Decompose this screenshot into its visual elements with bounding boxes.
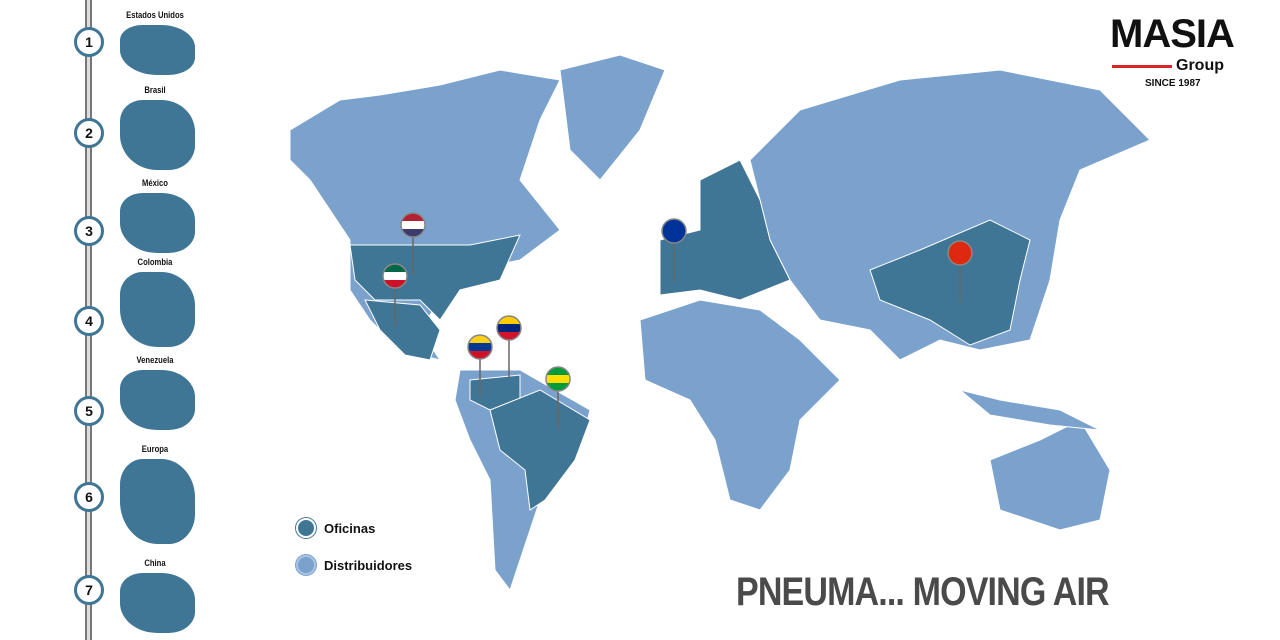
pin-mexico[interactable]	[382, 263, 408, 326]
distributor-swatch	[296, 555, 316, 575]
step-5: 5	[74, 396, 104, 426]
logo-bar	[1112, 65, 1172, 68]
pin-china[interactable]	[947, 240, 973, 303]
logo-sub: Group	[1176, 57, 1224, 74]
country-label: China	[144, 558, 166, 568]
pin-colombia[interactable]	[467, 334, 493, 397]
country-silhouette	[120, 193, 195, 253]
africa	[639, 299, 841, 511]
country-label: México	[142, 178, 168, 188]
pin-usa[interactable]	[400, 212, 426, 275]
mexico	[364, 299, 441, 361]
country-silhouette	[120, 459, 195, 544]
country-label: Colombia	[137, 257, 173, 267]
step-7: 7	[74, 575, 104, 605]
step-6: 6	[74, 482, 104, 512]
legend-label: Distribuidores	[324, 557, 413, 573]
masia-logo: MASIA Group SINCE 1987	[1110, 14, 1245, 94]
office-swatch	[296, 518, 316, 538]
pin-brazil[interactable]	[545, 366, 571, 429]
step-1: 1	[74, 27, 104, 57]
country-label: Estados Unidos	[126, 10, 184, 20]
step-3: 3	[74, 216, 104, 246]
country-label: Europa	[141, 444, 169, 454]
europe	[659, 159, 791, 301]
logo-name: MASIA	[1110, 12, 1235, 56]
step-2: 2	[74, 118, 104, 148]
legend-distributors: Distribuidores	[296, 555, 412, 575]
country-silhouette	[120, 25, 195, 75]
greenland	[559, 54, 666, 181]
asia	[749, 69, 1151, 361]
indonesia	[959, 389, 1101, 431]
country-label: Brasil	[144, 85, 166, 95]
legend-label: Oficinas	[324, 520, 376, 536]
china	[869, 219, 1031, 346]
pin-eu[interactable]	[661, 218, 687, 281]
country-silhouette	[120, 100, 195, 170]
country-silhouette	[120, 370, 195, 430]
logo-since: SINCE 1987	[1145, 78, 1201, 89]
pin-venezuela[interactable]	[496, 315, 522, 378]
tagline: PNEUMA... MOVING AIR	[736, 570, 1110, 614]
legend-offices: Oficinas	[296, 518, 375, 538]
step-4: 4	[74, 306, 104, 336]
australia	[989, 419, 1111, 531]
brazil	[489, 389, 591, 511]
country-silhouette	[120, 272, 195, 347]
country-silhouette	[120, 573, 195, 633]
usa	[349, 234, 521, 321]
country-label: Venezuela	[136, 355, 174, 365]
